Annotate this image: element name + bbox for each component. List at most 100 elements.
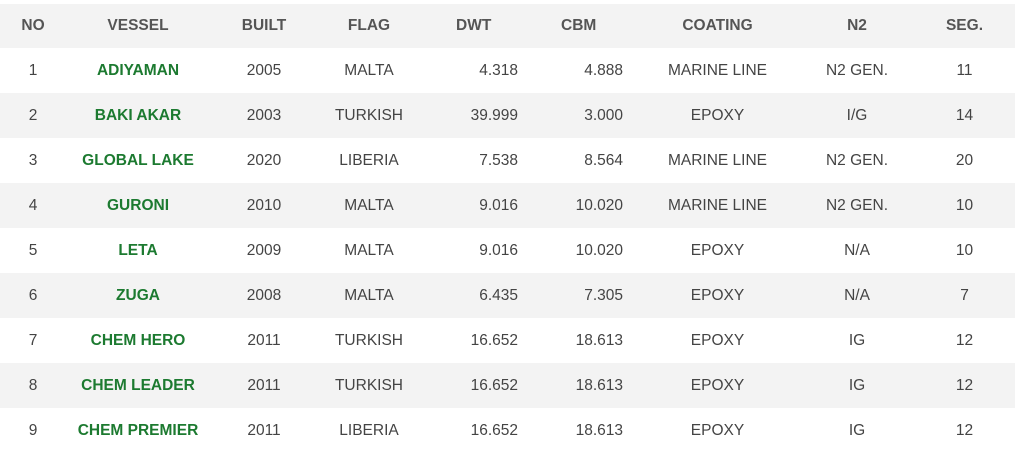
table-cell: 8.564: [584, 151, 623, 169]
vessel-name: ADIYAMAN: [96, 61, 180, 79]
table-cell: TURKISH: [318, 363, 420, 408]
table-cell: 7.305: [530, 273, 635, 318]
table-row: 5 LETA 2009 MALTA 9.016 10.020 EPOXY N/A 10: [0, 228, 1015, 273]
table-row: 9 CHEM PREMIER 2011 LIBERIA 16.652 18.613 EPOX…: [0, 408, 1015, 453]
column-header: BUILT: [210, 4, 318, 48]
table-cell: 3: [28, 151, 38, 169]
table-cell: 2020: [246, 151, 282, 169]
table-cell: 9: [28, 421, 38, 439]
table-row: 8 CHEM LEADER 2011 TURKISH 16.652 18.613 EPOXY…: [0, 363, 1015, 408]
table-cell: 18.613: [575, 421, 623, 439]
table-cell: 2008: [210, 273, 318, 318]
table-cell: 14: [914, 93, 1015, 138]
table-cell: 4: [0, 183, 66, 228]
vessel-table: NO VESSEL BUILT FLAG DWT CBM COATING N2 SEG. 1 AD…: [0, 4, 1015, 453]
table-cell: 9.016: [479, 241, 518, 259]
table-cell: 12: [914, 363, 1015, 408]
table-cell: N2 GEN.: [825, 61, 888, 79]
table-row: 4 GURONI 2010 MALTA 9.016 10.020 MARINE LINE N2…: [0, 183, 1015, 228]
table-cell: 16.652: [470, 331, 518, 349]
table-body: 1 ADIYAMAN 2005 MALTA 4.318 4.888 MARINE LINE N…: [0, 48, 1015, 453]
table-cell: EPOXY: [635, 363, 800, 408]
table-row: 3 GLOBAL LAKE 2020 LIBERIA 7.538 8.564 MARINE …: [0, 138, 1015, 183]
table-cell: 2011: [247, 421, 281, 439]
table-cell: EPOXY: [635, 93, 800, 138]
table-cell: 1: [28, 61, 38, 79]
vessel-name: CHEM HERO: [90, 331, 186, 349]
column-header: COATING: [635, 4, 800, 48]
table-cell: 6.435: [420, 273, 530, 318]
column-header: SEG.: [914, 4, 1015, 48]
table-cell: 2: [0, 93, 66, 138]
column-header: FLAG: [318, 4, 420, 48]
table-row: 6 ZUGA 2008 MALTA 6.435 7.305 EPOXY N/A 7: [0, 273, 1015, 318]
table-cell: 12: [955, 331, 974, 349]
table-cell: MALTA: [344, 61, 394, 79]
table-cell: 20: [955, 151, 974, 169]
header-row: NO VESSEL BUILT FLAG DWT CBM COATING N2 SEG.: [0, 4, 1015, 48]
column-header: VESSEL: [66, 4, 210, 48]
table-cell: 3.000: [530, 93, 635, 138]
table-cell: LIBERIA: [339, 151, 399, 169]
column-header: DWT: [420, 4, 530, 48]
table-cell: 4.318: [479, 61, 518, 79]
table-cell: MALTA: [318, 273, 420, 318]
vessel-name: LETA: [118, 241, 158, 259]
table-cell: 7: [28, 331, 38, 349]
table-cell: 5: [28, 241, 38, 259]
vessel-name: GLOBAL LAKE: [82, 151, 194, 169]
table-cell: 2011: [210, 363, 318, 408]
table-cell: 39.999: [420, 93, 530, 138]
column-header: CBM: [530, 4, 635, 48]
table-cell: 2010: [210, 183, 318, 228]
table-cell: 7: [914, 273, 1015, 318]
table-cell: 12: [955, 421, 974, 439]
vessel-name: CHEM PREMIER: [77, 421, 199, 439]
vessel-name: CHEM LEADER: [66, 363, 210, 408]
table-cell: 18.613: [530, 363, 635, 408]
table-cell: EPOXY: [635, 273, 800, 318]
table-cell: 10.020: [575, 241, 623, 259]
table-cell: 10: [955, 241, 974, 259]
column-header: N2: [800, 4, 914, 48]
table-cell: 4.888: [584, 61, 623, 79]
table-cell: 6: [0, 273, 66, 318]
table-cell: N/A: [800, 273, 914, 318]
table-cell: MARINE LINE: [667, 61, 768, 79]
table-cell: MALTA: [344, 241, 394, 259]
vessel-name: GURONI: [66, 183, 210, 228]
vessel-name: BAKI AKAR: [66, 93, 210, 138]
table-cell: 8: [0, 363, 66, 408]
table-cell: 10.020: [530, 183, 635, 228]
table-cell: N2 GEN.: [825, 151, 888, 169]
table-cell: 9.016: [420, 183, 530, 228]
table-cell: TURKISH: [318, 93, 420, 138]
table-cell: LIBERIA: [339, 421, 399, 439]
table-cell: MALTA: [318, 183, 420, 228]
table-cell: 7.538: [479, 151, 518, 169]
table-cell: MARINE LINE: [635, 183, 800, 228]
table-cell: IG: [848, 331, 866, 349]
table-cell: N/A: [844, 241, 870, 259]
column-header: NO: [0, 4, 66, 48]
table-cell: IG: [800, 363, 914, 408]
table-cell: EPOXY: [690, 421, 745, 439]
table-cell: 16.652: [470, 421, 518, 439]
table-row: 1 ADIYAMAN 2005 MALTA 4.318 4.888 MARINE LINE N…: [0, 48, 1015, 93]
table-cell: 18.613: [575, 331, 623, 349]
table-cell: IG: [848, 421, 866, 439]
table-cell: MARINE LINE: [667, 151, 768, 169]
table-cell: EPOXY: [690, 331, 745, 349]
table-cell: N2 GEN.: [800, 183, 914, 228]
table-cell: 2009: [246, 241, 282, 259]
table-cell: EPOXY: [690, 241, 745, 259]
table-cell: 2005: [246, 61, 282, 79]
vessel-name: ZUGA: [66, 273, 210, 318]
table-cell: 2003: [210, 93, 318, 138]
table-cell: 10: [914, 183, 1015, 228]
table-row: 2 BAKI AKAR 2003 TURKISH 39.999 3.000 EPOXY I/G…: [0, 93, 1015, 138]
table-cell: I/G: [800, 93, 914, 138]
page: {"table": { "headers": ["NO", "VESSEL", …: [0, 4, 1015, 464]
table-row: 7 CHEM HERO 2011 TURKISH 16.652 18.613 EPOXY IG…: [0, 318, 1015, 363]
table-cell: 2011: [247, 331, 281, 349]
